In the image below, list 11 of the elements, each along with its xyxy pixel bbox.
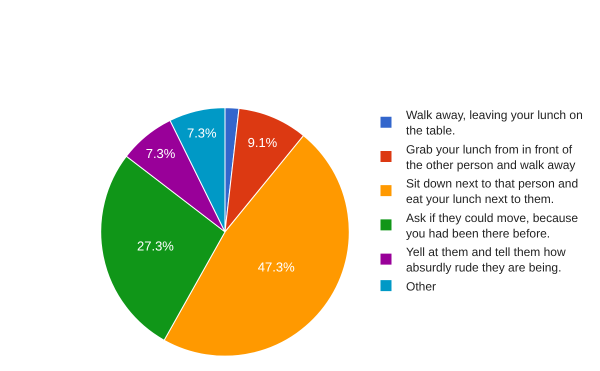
data-label: 47.3% [258,259,296,274]
data-label: 7.3% [186,126,218,141]
legend-label: Sit down next to that person and eat your lunch next to them. [406,176,578,206]
data-label: 9.1% [248,135,278,150]
data-label: 27.3% [137,238,174,254]
legend-label: Ask if they could move, because you had been there before. [406,210,578,240]
legend-label: Other [406,279,436,294]
legend-label: Walk away, leaving your lunch on the table. [406,108,583,138]
legend-label: Yell at them and tell them how absurdly rude they are being. [406,244,566,275]
legend-label: Grab your lunch from in front of the other person and walk away [406,142,576,172]
data-label: 7.3% [146,146,176,162]
